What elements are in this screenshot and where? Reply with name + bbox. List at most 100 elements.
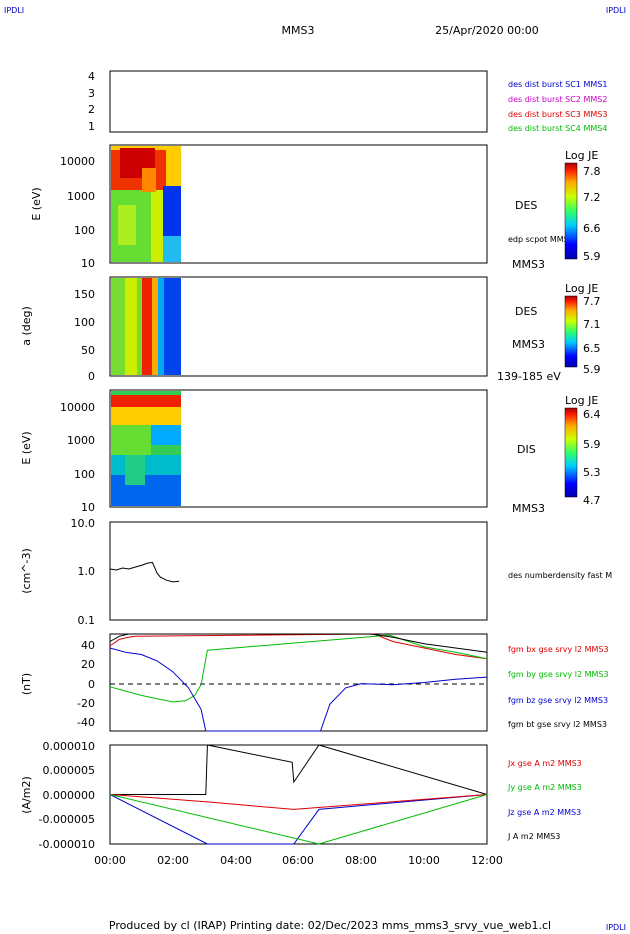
- p7-ylabel: (A/m2): [20, 776, 33, 814]
- heatmap-cell: [142, 278, 152, 375]
- panel-5-yticks: 10.0 1.0 0.1: [71, 517, 96, 627]
- colorbar-tick: 7.8: [583, 165, 601, 178]
- heatmap-cell: [125, 278, 137, 375]
- heatmap-cell: [118, 205, 136, 245]
- p6-ytick: 40: [81, 639, 95, 652]
- p7-legend-entry: Jy gse A m2 MMS3: [507, 783, 582, 792]
- panel-6-legend: fgm bx gse srvy l2 MMS3 fgm by gse srvy …: [508, 645, 609, 729]
- colorbar-tick: 7.2: [583, 191, 601, 204]
- p6-ytick: -20: [77, 697, 95, 710]
- colorbar-tick: 6.4: [583, 408, 601, 421]
- p1-ytick: 2: [88, 103, 95, 116]
- p4-ylabel: E (eV): [20, 431, 33, 464]
- colorbar-gradient: [564, 162, 578, 260]
- corner-label-top-right: IPDLI: [606, 6, 626, 15]
- panel-2-heatmap: [111, 146, 181, 262]
- p7-ytick: -0.000005: [39, 813, 95, 826]
- p4-ytick: 10000: [60, 401, 95, 414]
- series-line: [109, 794, 488, 845]
- colorbar-tick: 5.9: [583, 438, 601, 451]
- heatmap-cell: [111, 395, 181, 407]
- time-tick-label: 08:00: [345, 854, 377, 867]
- p1-ytick: 4: [88, 70, 95, 83]
- panel-7-legend: Jx gse A m2 MMS3 Jy gse A m2 MMS3 Jz gse…: [507, 759, 582, 841]
- series-line: [110, 744, 488, 795]
- series-line: [109, 794, 488, 845]
- p4-ytick: 100: [74, 468, 95, 481]
- p5-legend: des numberdensity fast M: [508, 571, 612, 580]
- p7-ytick: -0.000010: [39, 838, 95, 851]
- p1-ytick: 1: [88, 120, 95, 133]
- heatmap-cell: [163, 236, 181, 262]
- heatmap-cell: [164, 278, 181, 375]
- p4-ytick: 10: [81, 501, 95, 514]
- colorbar-title: Log JE: [565, 394, 598, 407]
- plot-date: 25/Apr/2020 00:00: [435, 24, 539, 37]
- p7-legend-entry: J A m2 MMS3: [507, 832, 560, 841]
- p3-label-energy: 139-185 eV: [497, 370, 561, 383]
- panel-4-heatmap: [111, 391, 181, 506]
- p6-legend-entry: fgm bt gse srvy l2 MMS3: [508, 720, 607, 729]
- colorbar-tick: 5.3: [583, 466, 601, 479]
- panel-5-series: [109, 561, 180, 583]
- panel-6-frame: [109, 633, 488, 732]
- series-line: [109, 634, 488, 703]
- p2-ytick: 100: [74, 224, 95, 237]
- colorbar-gradient: [564, 407, 578, 498]
- panel-4-frame: [109, 389, 488, 508]
- p3-ylabel: a (deg): [20, 306, 33, 346]
- p2-label-scpot: edp scpot MMS3: [508, 235, 574, 244]
- p6-ytick: 0: [88, 678, 95, 691]
- colorbar-p3: Log JE 7.7 7.1 6.5 5.9: [564, 282, 601, 376]
- p3-ytick: 50: [81, 344, 95, 357]
- p3-ytick: 100: [74, 316, 95, 329]
- p5-ytick: 1.0: [78, 565, 96, 578]
- p1-legend-entry: des dist burst SC1 MMS1: [508, 80, 607, 89]
- colorbar-p2: Log JE 7.8 7.2 6.6 5.9: [564, 149, 601, 263]
- panel-1-legend: des dist burst SC1 MMS1 des dist burst S…: [508, 80, 607, 133]
- p3-label-des: DES: [515, 305, 537, 318]
- p7-ytick: 0.000010: [43, 740, 96, 753]
- heatmap-cell: [111, 425, 151, 455]
- panel-2-frame: [109, 144, 488, 264]
- heatmap-cell: [151, 425, 181, 445]
- p6-ytick: 20: [81, 658, 95, 671]
- p1-legend-entry: des dist burst SC2 MMS2: [508, 95, 607, 104]
- colorbar-p4: Log JE 6.4 5.9 5.3 4.7: [564, 394, 601, 507]
- colorbar-tick: 7.1: [583, 318, 601, 331]
- p3-ytick: 0: [88, 370, 95, 383]
- time-tick-label: 12:00: [471, 854, 503, 867]
- colorbar-tick: 5.9: [583, 250, 601, 263]
- time-tick-label: 00:00: [94, 854, 126, 867]
- time-tick-label: 04:00: [220, 854, 252, 867]
- heatmap-cell: [125, 455, 145, 485]
- colorbar-tick: 6.6: [583, 222, 601, 235]
- p6-legend-entry: fgm bx gse srvy l2 MMS3: [508, 645, 609, 654]
- panel-5-frame: [109, 521, 488, 621]
- heatmap-cell: [163, 186, 181, 236]
- panel-4-yticks: 10000 1000 100 10: [60, 401, 95, 514]
- panel-3-frame: [109, 276, 488, 377]
- panel-1-yticks: 4 3 2 1: [88, 70, 95, 133]
- corner-label-top-left: IPDLI: [4, 6, 24, 15]
- p7-legend-entry: Jx gse A m2 MMS3: [507, 759, 582, 768]
- heatmap-cell: [111, 407, 181, 425]
- p7-ytick: 0.000000: [43, 789, 96, 802]
- heatmap-cell: [152, 278, 158, 375]
- panel-7-series: [109, 744, 488, 845]
- panel-6-series: [109, 633, 488, 732]
- time-axis-labels: 00:00 02:00 04:00 06:00 08:00 10:00 12:0…: [94, 854, 503, 867]
- panel-3-heatmap: [111, 278, 181, 375]
- p6-ylabel: (nT): [20, 673, 33, 695]
- time-tick-label: 10:00: [408, 854, 440, 867]
- heatmap-cell: [111, 475, 181, 506]
- p4-label-mms3: MMS3: [512, 502, 545, 515]
- p6-legend-entry: fgm by gse srvy l2 MMS3: [508, 670, 609, 679]
- p7-ytick: 0.000005: [43, 764, 96, 777]
- p2-label-mms3: MMS3: [512, 258, 545, 271]
- heatmap-cell: [151, 190, 163, 262]
- p6-legend-entry: fgm bz gse srvy l2 MMS3: [508, 696, 608, 705]
- p4-ytick: 1000: [67, 434, 95, 447]
- p2-ytick: 1000: [67, 190, 95, 203]
